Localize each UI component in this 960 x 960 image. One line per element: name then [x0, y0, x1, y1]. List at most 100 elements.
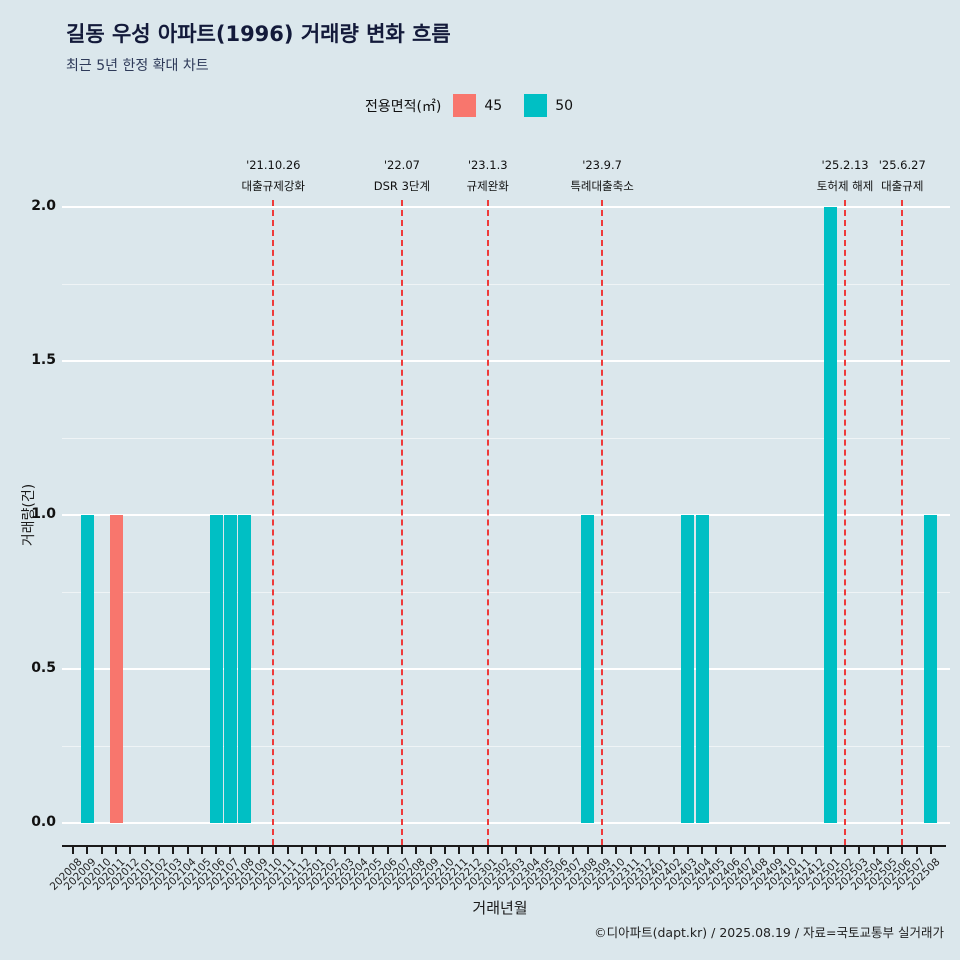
x-tick	[215, 847, 218, 854]
y-tick-label: 0.0	[31, 814, 56, 830]
bar-50-202403	[681, 515, 695, 823]
page-title: 길동 우성 아파트(1996) 거래량 변화 흐름	[66, 22, 451, 46]
annotation-label: DSR 3단계	[373, 179, 431, 193]
bar-45-202011	[109, 515, 123, 823]
x-tick	[543, 847, 546, 854]
bar-50-202404	[695, 515, 709, 823]
bar-50-202508	[924, 515, 938, 823]
x-tick	[801, 847, 804, 854]
annotation-label: 대출규제	[881, 179, 924, 193]
x-tick	[858, 847, 861, 854]
x-tick	[329, 847, 332, 854]
x-tick	[272, 847, 275, 854]
x-tick	[715, 847, 718, 854]
x-tick	[386, 847, 389, 854]
bar-50-202107	[223, 515, 237, 823]
x-tick	[586, 847, 589, 854]
x-tick	[601, 847, 604, 854]
x-tick	[372, 847, 375, 854]
x-tick	[772, 847, 775, 854]
x-tick	[815, 847, 818, 854]
x-tick	[486, 847, 489, 854]
x-tick	[229, 847, 232, 854]
x-tick	[358, 847, 361, 854]
x-tick	[500, 847, 503, 854]
x-tick	[343, 847, 346, 854]
gridline-minor	[62, 746, 950, 747]
x-tick	[658, 847, 661, 854]
x-tick	[186, 847, 189, 854]
annotation-date: '25.2.13	[821, 158, 869, 172]
x-tick	[529, 847, 532, 854]
x-tick	[286, 847, 289, 854]
x-tick	[515, 847, 518, 854]
annotation-label: 특례대출축소	[570, 179, 634, 193]
x-tick	[257, 847, 260, 854]
legend-item-45-label: 45	[484, 97, 503, 114]
x-tick	[172, 847, 175, 854]
gridline	[62, 514, 950, 516]
x-tick	[143, 847, 146, 854]
annotation-date: '25.6.27	[878, 158, 926, 172]
event-line-202207	[400, 200, 403, 845]
x-tick	[72, 847, 75, 854]
event-line-202309	[601, 200, 604, 845]
legend-swatch-50	[524, 94, 548, 117]
x-tick	[786, 847, 789, 854]
x-tick	[243, 847, 246, 854]
x-tick	[701, 847, 704, 854]
x-tick	[915, 847, 918, 854]
footer-credit: ©디아파트(dapt.kr) / 2025.08.19 / 자료=국토교통부 실…	[594, 925, 944, 940]
x-tick	[829, 847, 832, 854]
annotation-date: '21.10.26	[246, 158, 301, 172]
x-tick	[615, 847, 618, 854]
event-line-202506	[901, 200, 904, 845]
x-tick	[929, 847, 932, 854]
x-tick	[100, 847, 103, 854]
gridline	[62, 360, 950, 362]
x-tick	[400, 847, 403, 854]
gridline-minor	[62, 438, 950, 439]
x-tick	[129, 847, 132, 854]
x-tick	[443, 847, 446, 854]
x-tick	[643, 847, 646, 854]
x-tick	[300, 847, 303, 854]
x-tick	[729, 847, 732, 854]
annotation-date: '23.1.3	[467, 158, 508, 172]
x-tick	[686, 847, 689, 854]
legend-item-50-label: 50	[555, 97, 574, 114]
gridline-minor	[62, 592, 950, 593]
bar-50-202108	[238, 515, 252, 823]
y-tick-label: 1.5	[31, 352, 56, 368]
legend-title: 전용면적(㎡)	[364, 98, 442, 115]
legend-swatch-45	[453, 94, 477, 117]
x-tick	[315, 847, 318, 854]
x-tick	[672, 847, 675, 854]
legend: 전용면적(㎡) 45 50	[0, 94, 960, 117]
annotation-date: '23.9.7	[582, 158, 622, 172]
x-tick	[886, 847, 889, 854]
bar-50-202009	[80, 515, 94, 823]
x-tick	[86, 847, 89, 854]
event-line-202301	[486, 200, 489, 845]
bar-50-202501	[824, 207, 838, 823]
annotation-label: 규제완화	[466, 179, 509, 193]
y-tick-label: 0.5	[31, 660, 56, 676]
x-axis-title: 거래년월	[472, 899, 528, 917]
x-tick	[472, 847, 475, 854]
x-tick	[629, 847, 632, 854]
bar-50-202106	[209, 515, 223, 823]
x-tick	[458, 847, 461, 854]
x-tick	[115, 847, 118, 854]
event-line-202110	[272, 200, 275, 845]
x-tick	[558, 847, 561, 854]
x-tick	[744, 847, 746, 854]
x-axis-line	[62, 845, 946, 847]
x-tick	[844, 847, 847, 854]
gridline-minor	[62, 284, 950, 285]
annotation-date: '22.07	[383, 158, 420, 172]
annotation-label: 대출규제강화	[241, 179, 306, 193]
x-tick	[200, 847, 203, 854]
